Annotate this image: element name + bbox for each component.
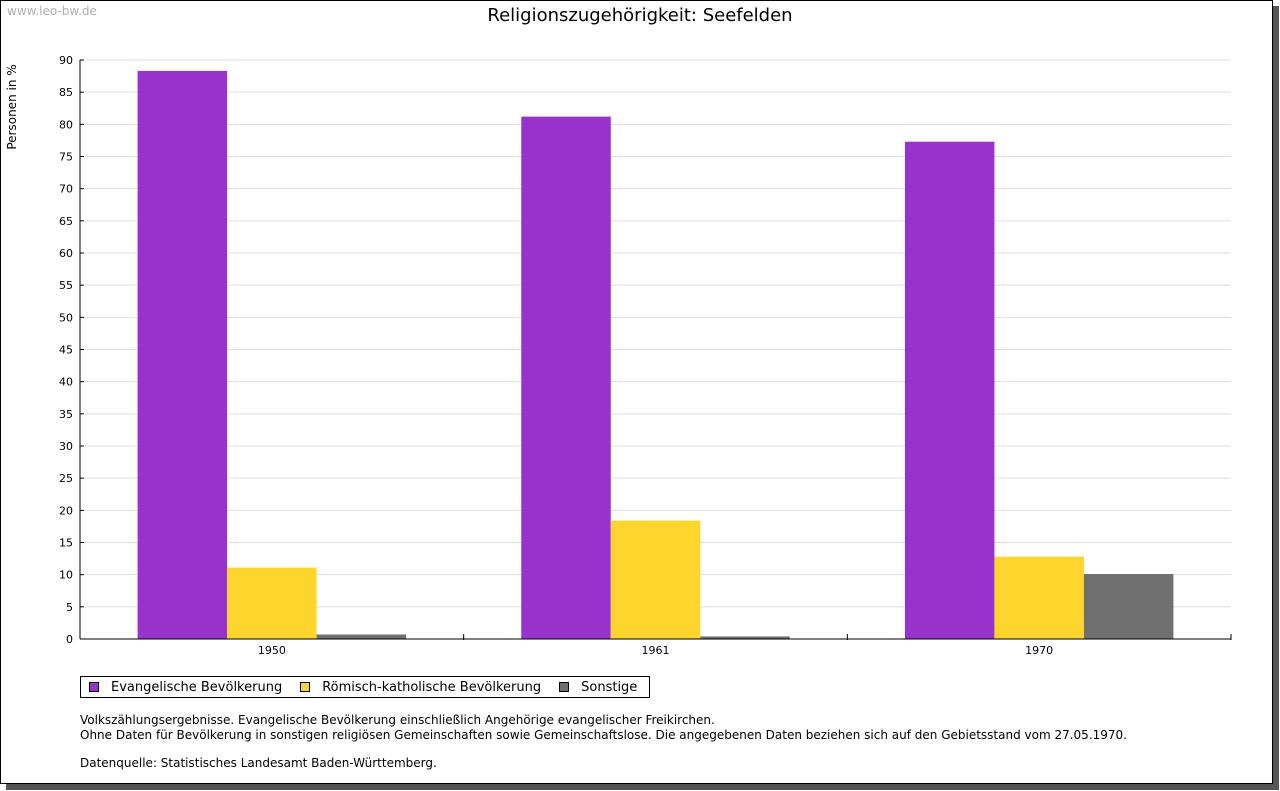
legend-label-katholisch: Römisch-katholische Bevölkerung [322,679,542,695]
axes: 0 5 10 15 20 25 30 35 40 45 50 55 60 65 70 75 80 85 90 1950… [59,54,1232,657]
legend-label-evangelisch: Evangelische Bevölkerung [111,679,283,695]
legend-swatch-katholisch [300,682,311,692]
note-line-1: Volkszählungsergebnisse. Evangelische Be… [80,713,715,727]
note-line-2: Ohne Daten für Bevölkerung in sonstigen … [80,727,1127,742]
data-source: Datenquelle: Statistisches Landesamt Bad… [80,756,437,770]
x-tick-label: 1950 [258,644,286,657]
x-tick-label: 1970 [1025,644,1053,657]
y-tick-label: 0 [66,633,73,646]
y-tick-label: 50 [59,311,73,324]
bar-1950-3 [316,634,407,639]
x-tick-label: 1961 [642,644,670,657]
y-tick-label: 45 [59,344,73,357]
bar-1961-1 [521,116,611,639]
y-tick-label: 60 [59,247,73,260]
bar-1950-1 [137,70,228,640]
legend: Evangelische Bevölkerung Römisch-katholi… [80,676,651,698]
y-tick-label: 65 [59,215,73,228]
bar-1950-2 [227,567,317,639]
y-tick-label: 20 [59,504,73,517]
bar-1961-3 [700,636,790,639]
y-tick-label: 5 [66,601,73,614]
y-tick-label: 30 [59,440,73,453]
gridlines [85,59,1231,608]
legend-item-evangelisch: Evangelische Bevölkerung [89,680,282,695]
legend-item-sonstige: Sonstige [559,680,637,695]
legend-label-sonstige: Sonstige [581,679,638,695]
y-tick-label: 90 [59,54,73,67]
y-tick-label: 70 [59,183,73,196]
y-tick-label: 10 [59,569,73,582]
chart-title: Religionszugehörigkeit: Seefelden [487,5,792,26]
y-tick-label: 80 [59,118,73,131]
y-tick-label: 85 [59,86,73,99]
chart-notes: Volkszählungsergebnisse. Evangelische Be… [80,713,1127,771]
y-tick-label: 35 [59,408,73,421]
y-tick-label: 25 [59,472,73,485]
y-tick-label: 15 [59,537,73,550]
legend-item-katholisch: Römisch-katholische Bevölkerung [300,680,541,695]
y-tick-label: 75 [59,151,73,164]
legend-swatch-evangelisch [89,682,99,692]
y-axis-label: Personen in % [5,64,19,149]
bars [137,70,1174,640]
bar-1970-2 [994,556,1084,639]
y-tick-label: 40 [59,376,73,389]
bar-1970-1 [904,141,995,639]
y-tick-label: 55 [59,279,73,292]
bar-chart: Religionszugehörigkeit: Seefelden Person… [5,5,1232,657]
bar-1961-2 [610,520,701,639]
watermark: www.leo-bw.de [7,4,97,18]
bar-1970-3 [1083,574,1174,639]
legend-swatch-sonstige [559,682,570,692]
